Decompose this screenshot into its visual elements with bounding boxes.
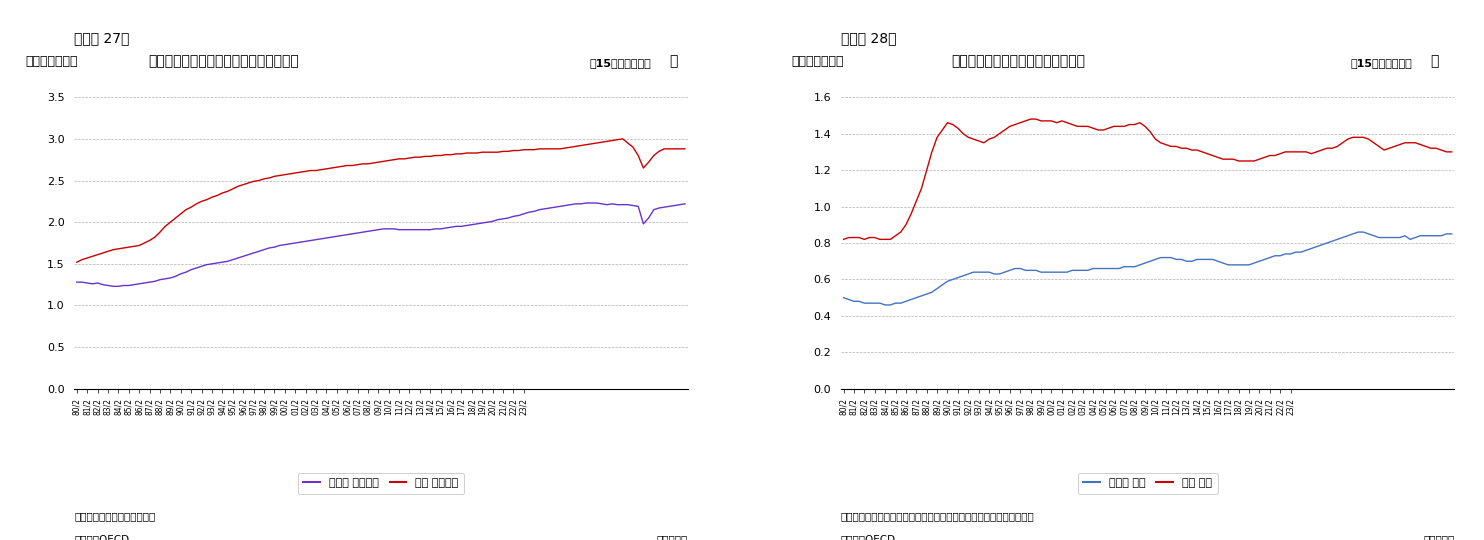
Legend: ドイツ 投資, 日本 投資: ドイツ 投資, 日本 投資 bbox=[1077, 473, 1217, 494]
Text: （注）年率換算の季節調整値: （注）年率換算の季節調整値 bbox=[74, 511, 156, 521]
Text: （注）年率換算の季節調整値、投資は総資本形成（在庫変動を含む）: （注）年率換算の季節調整値、投資は総資本形成（在庫変動を含む） bbox=[841, 511, 1034, 521]
Text: 日独の民間消費（購買力平価換算、実質: 日独の民間消費（購買力平価換算、実質 bbox=[148, 54, 298, 68]
Text: （15年固定価格）: （15年固定価格） bbox=[1350, 58, 1411, 68]
Text: （15年固定価格）: （15年固定価格） bbox=[589, 58, 651, 68]
Text: （兆国際ドル）: （兆国際ドル） bbox=[792, 55, 844, 68]
Text: （資料）OECD: （資料）OECD bbox=[74, 535, 129, 540]
Text: （四半期）: （四半期） bbox=[1423, 535, 1454, 540]
Text: （図表 28）: （図表 28） bbox=[841, 31, 896, 45]
Text: ）: ） bbox=[1429, 54, 1438, 68]
Text: 日独の投資（購買力平価換算、実質: 日独の投資（購買力平価換算、実質 bbox=[951, 54, 1085, 68]
Text: （四半期）: （四半期） bbox=[656, 535, 687, 540]
Text: ）: ） bbox=[669, 54, 678, 68]
Text: （資料）OECD: （資料）OECD bbox=[841, 535, 896, 540]
Text: （兆国際ドル）: （兆国際ドル） bbox=[25, 55, 77, 68]
Legend: ドイツ 民間消費, 日本 民間消費: ドイツ 民間消費, 日本 民間消費 bbox=[298, 473, 464, 494]
Text: （図表 27）: （図表 27） bbox=[74, 31, 129, 45]
